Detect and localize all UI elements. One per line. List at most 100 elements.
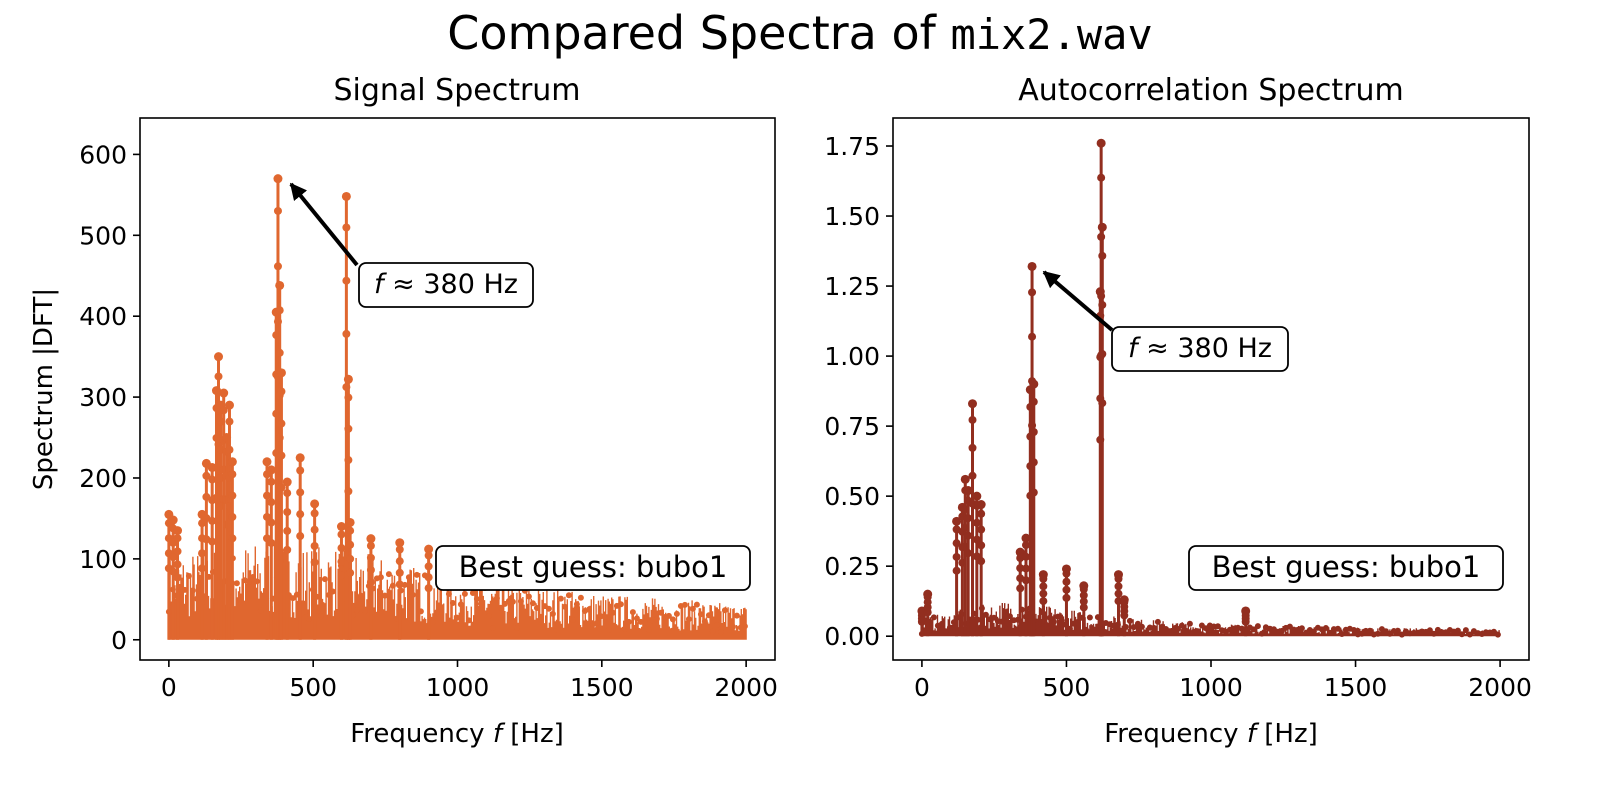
peak-inner-marker [977, 509, 986, 518]
peak-inner-marker [337, 530, 346, 539]
peak-inner-marker [977, 541, 986, 550]
peak-inner-marker [968, 471, 977, 480]
peak-inner-marker [1098, 251, 1107, 260]
annotation-arrow [1042, 270, 1114, 332]
peak-inner-marker [1098, 350, 1107, 359]
peak-marker [960, 474, 970, 484]
peak-inner-marker [173, 534, 182, 543]
peak-inner-marker [344, 456, 353, 465]
peak-marker [310, 499, 320, 509]
peak-inner-marker [208, 475, 217, 484]
annotation-var: f [374, 269, 387, 300]
annotation-arrow [289, 182, 359, 267]
autocorrelation-spectrum-title: Autocorrelation Spectrum [1018, 73, 1404, 108]
peak-inner-marker [173, 547, 182, 556]
signal-spectrum-panel: Signal Spectrum Spectrum |DFT| Frequency… [29, 73, 778, 749]
peak-inner-marker [283, 508, 292, 517]
y-tick-label: 1.00 [824, 342, 880, 371]
peak-inner-marker [1028, 332, 1037, 341]
peak-inner-marker [968, 443, 977, 452]
figure-title-filename: mix2.wav [950, 10, 1153, 59]
peak-inner-marker [977, 557, 986, 566]
annotation-rest: ≈ 380 Hz [1146, 333, 1272, 364]
peak-inner-marker [228, 491, 237, 500]
peak-marker [1015, 547, 1025, 557]
peak-inner-marker [366, 541, 375, 550]
signal-spectrum-annotation: f ≈ 380 Hz [289, 182, 534, 308]
peak-inner-marker [337, 544, 346, 553]
peak-marker [336, 522, 346, 532]
peak-inner-marker [296, 532, 305, 541]
signal-spectrum-xlabel: Frequency f [Hz] [350, 719, 564, 749]
best-guess-box [1188, 545, 1504, 591]
peak-inner-marker [169, 567, 178, 576]
x-tick-label: 0 [914, 673, 930, 702]
peak-marker [273, 174, 283, 184]
peak-inner-marker [1021, 564, 1030, 573]
peak-inner-marker [395, 580, 404, 589]
peak-inner-marker [346, 526, 355, 535]
peak-marker [1096, 138, 1106, 148]
annotation-text: f ≈ 380 Hz [1128, 333, 1272, 364]
peak-inner-marker [1062, 569, 1071, 578]
xlabel-unit: [Hz] [510, 719, 564, 749]
peak-inner-marker [273, 206, 282, 215]
figure-title-prefix: Compared Spectra of [447, 6, 936, 60]
annotation-box [1111, 326, 1289, 372]
peak-inner-marker [228, 512, 237, 521]
peak-inner-marker [1039, 589, 1048, 598]
peak-inner-marker [346, 540, 355, 549]
autocorrelation-spectrum-plot-area [917, 138, 1501, 638]
peak-marker [224, 400, 234, 410]
peak-marker [227, 457, 237, 467]
peak-marker [341, 191, 351, 201]
x-tick-label: 1000 [426, 673, 490, 702]
peak-inner-marker [1098, 300, 1107, 309]
annotation-rest: ≈ 380 Hz [392, 269, 518, 300]
signal-spectrum-title: Signal Spectrum [333, 73, 580, 108]
peak-marker [343, 374, 353, 384]
peak-inner-marker [275, 306, 284, 315]
peak-inner-marker [923, 593, 932, 602]
peak-inner-marker [964, 549, 973, 558]
peak-inner-marker [424, 551, 433, 560]
annotation-text: f ≈ 380 Hz [374, 269, 518, 300]
peak-inner-marker [283, 489, 292, 498]
x-tick-label: 1500 [1324, 673, 1388, 702]
peak-inner-marker [1062, 585, 1071, 594]
peak-inner-marker [1021, 552, 1030, 561]
peak-inner-marker [1029, 397, 1038, 406]
peak-inner-marker [1016, 564, 1025, 573]
peak-marker [952, 516, 962, 526]
peak-marker [366, 534, 376, 544]
peak-marker [266, 465, 276, 475]
peak-marker [173, 526, 183, 536]
peak-inner-marker [344, 424, 353, 433]
spectrum-floor-markers [918, 605, 1501, 638]
peak-inner-marker [273, 262, 282, 271]
peak-marker [214, 352, 224, 362]
peak-inner-marker [1241, 608, 1250, 617]
peak-inner-marker [296, 488, 305, 497]
xlabel-prefix: Frequency [1104, 719, 1238, 749]
peak-inner-marker [1029, 488, 1038, 497]
y-tick-label: 1.50 [824, 202, 880, 231]
figure-title: Compared Spectra of mix2.wav [0, 6, 1600, 60]
peak-inner-marker [952, 566, 961, 575]
peak-inner-marker [1114, 582, 1123, 591]
peak-inner-marker [1039, 574, 1048, 583]
peak-inner-marker [214, 372, 223, 381]
peak-inner-marker [202, 471, 211, 480]
y-tick-label: 0 [111, 626, 127, 655]
peak-inner-marker [277, 483, 286, 492]
peak-inner-marker [1120, 598, 1129, 607]
peak-inner-marker [952, 539, 961, 548]
peak-inner-marker [169, 553, 178, 562]
signal-best-guess: Best guess: bubo1 [435, 545, 751, 591]
autocorrelation-spectrum-xlabel: Frequency f [Hz] [1104, 719, 1318, 749]
peak-inner-marker [283, 545, 292, 554]
peak-inner-marker [219, 406, 228, 415]
peak-inner-marker [263, 512, 271, 521]
peak-inner-marker [277, 451, 286, 460]
